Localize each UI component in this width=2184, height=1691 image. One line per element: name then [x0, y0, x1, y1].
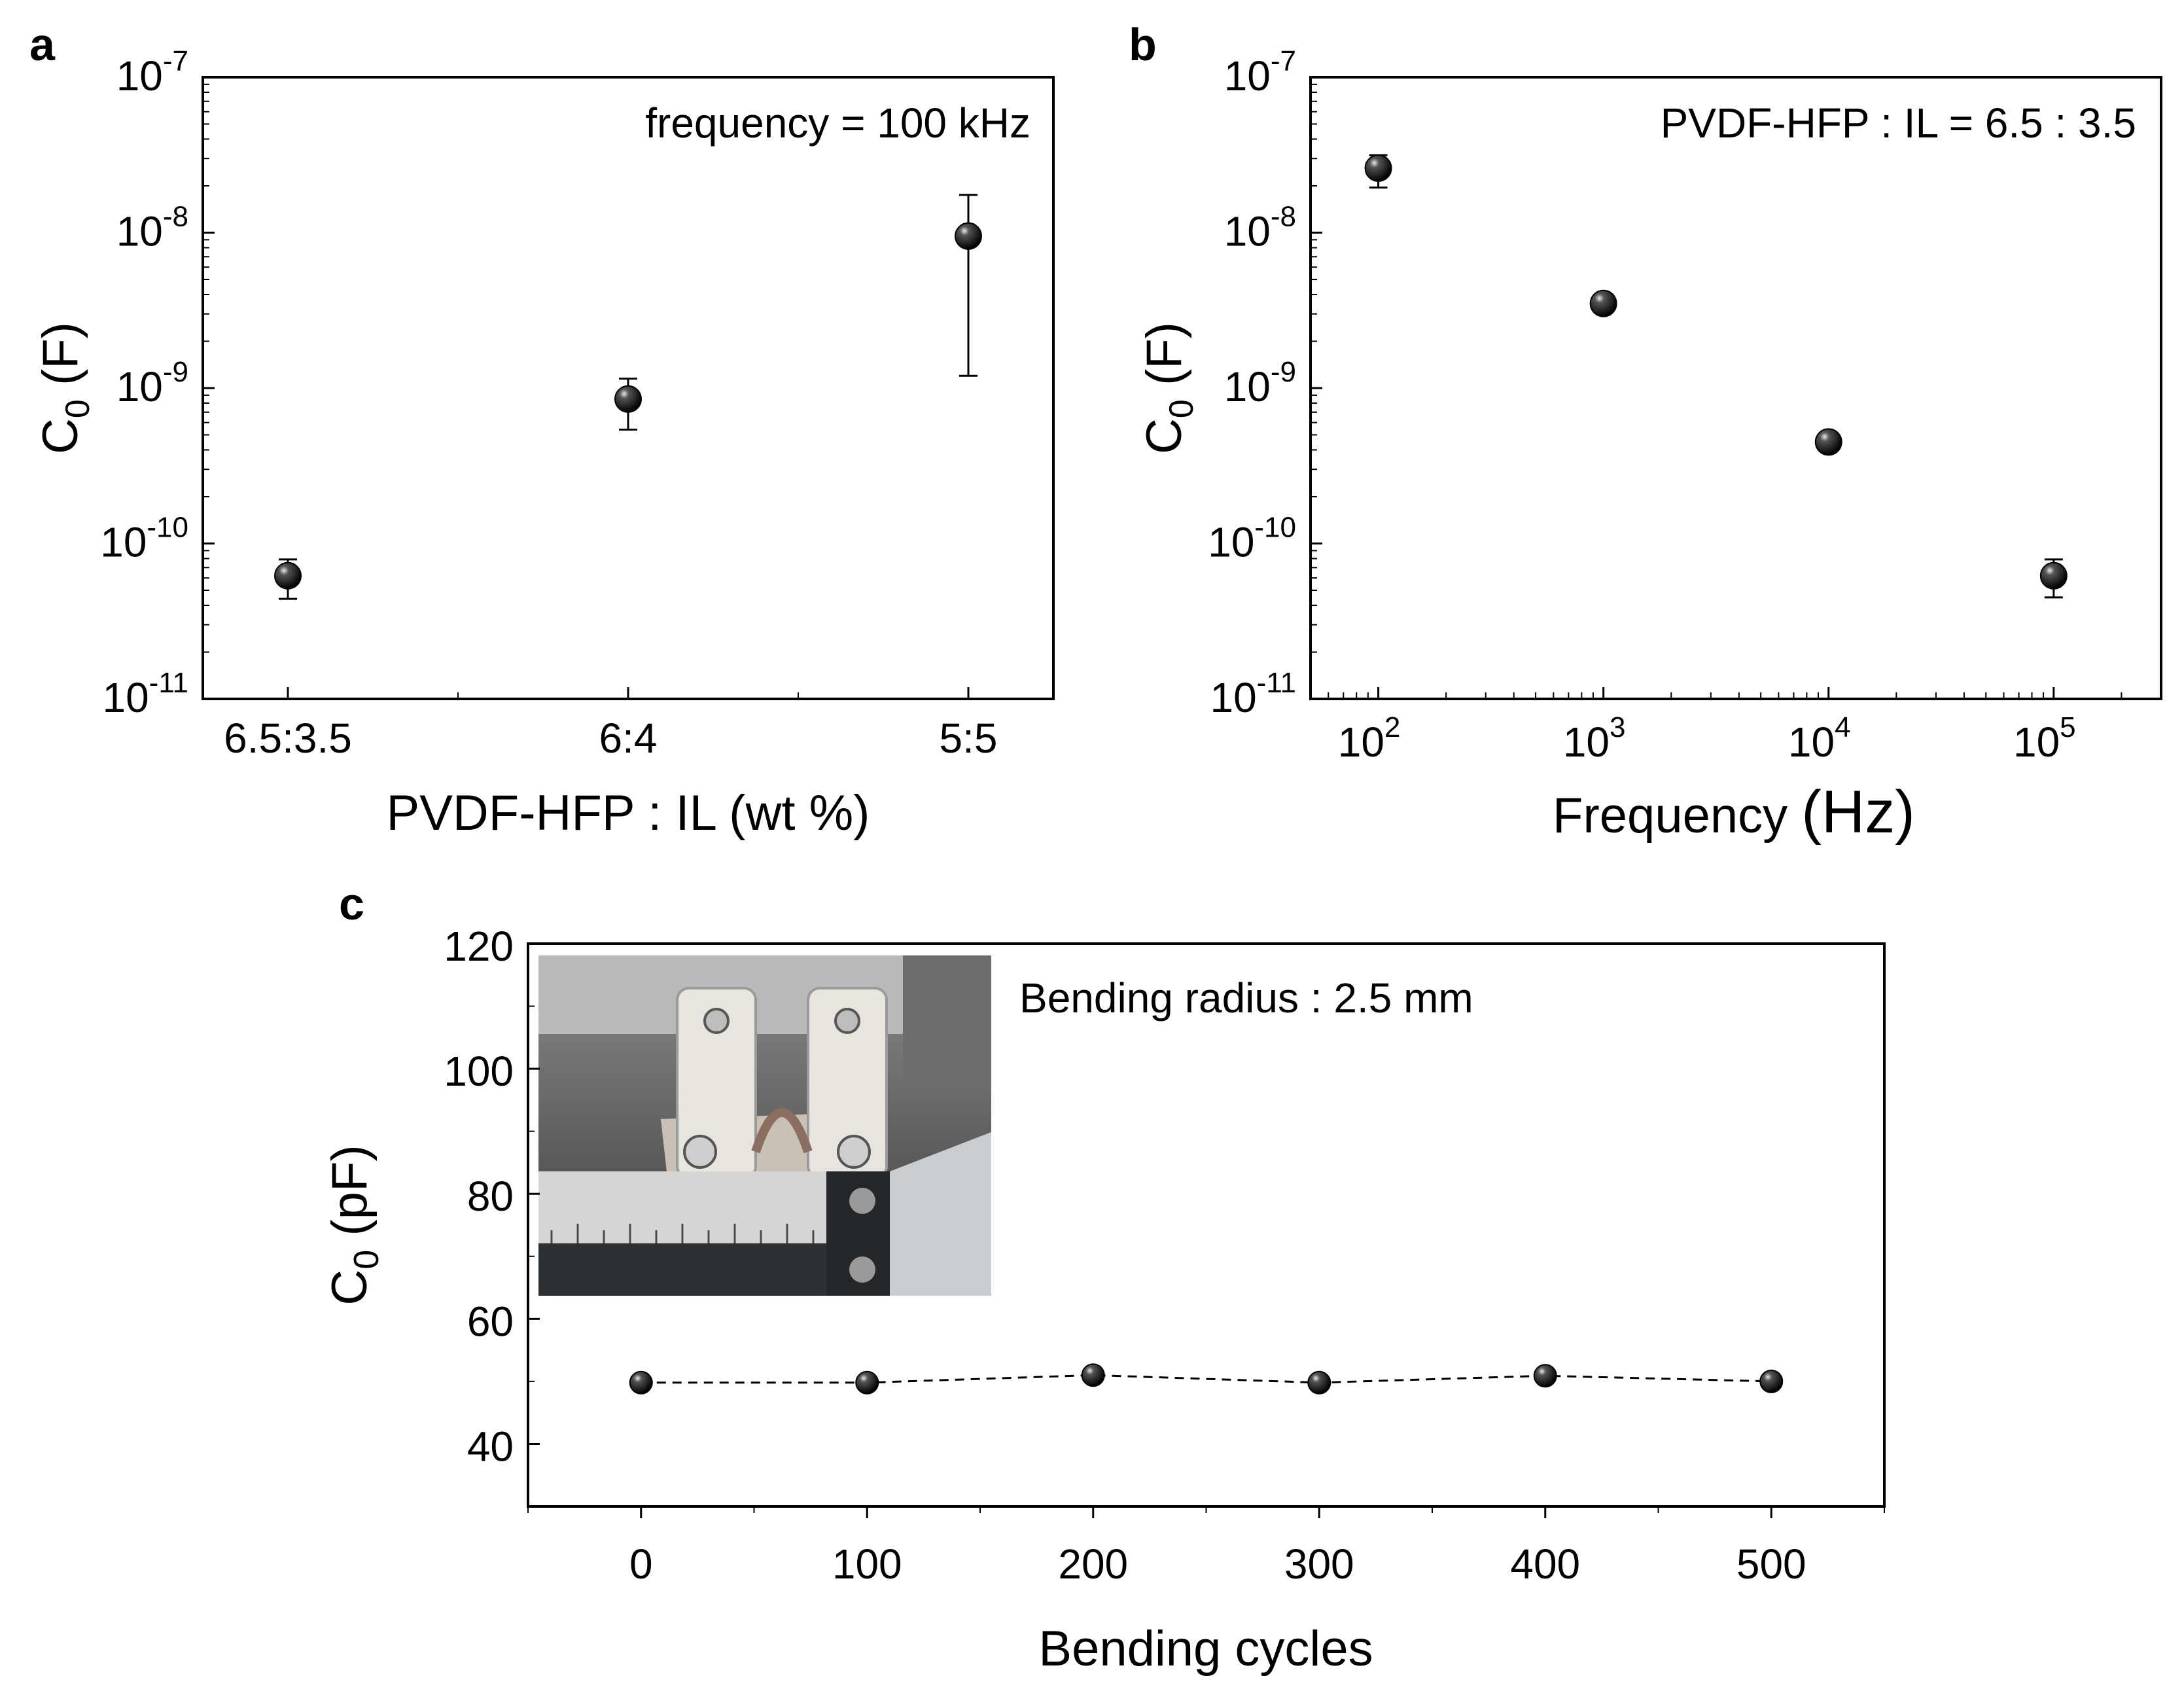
panel-b-x-tick-label: 103	[1563, 711, 1626, 766]
panel-c-y-axis-label-sub: 0	[347, 1250, 386, 1270]
panel-c-x-axis-label: Bending cycles	[1038, 1621, 1373, 1677]
panel-a-data-point	[274, 561, 302, 590]
panel-a-y-tick-label: 10-10	[100, 512, 188, 566]
panel-c-y-tick-label: 40	[467, 1423, 514, 1470]
panel-c-y-tick-label: 100	[444, 1048, 514, 1095]
panel-a-x-tick-label: 6:4	[599, 715, 658, 762]
panel-c-x-tick-label: 500	[1736, 1540, 1806, 1588]
panel-b-x-axis-label-main: Frequency	[1553, 788, 1801, 844]
panel-b-data-point	[1589, 289, 1617, 317]
inset-photo	[538, 955, 991, 1296]
panel-b-y-tick-label: 10-9	[1224, 356, 1296, 410]
panel-c-y-axis-label-unit: (pF)	[322, 1145, 378, 1249]
panel-c-series-line	[641, 1374, 1772, 1384]
panel-c-y-axis-label-main: C	[322, 1270, 378, 1306]
panel-b-chart: 10-11 10-10 10-9 10-8 10-7 102 103 104 105 PVDF-…	[1136, 45, 2162, 846]
panel-b-data-point	[1814, 428, 1842, 456]
panel-a-y-axis-label: C0 (F)	[33, 322, 97, 454]
panel-b-annotation: PVDF-HFP : IL = 6.5 : 3.5	[1661, 99, 2136, 147]
panel-c-x-tick-label: 200	[1058, 1540, 1128, 1588]
panel-a-data-point	[955, 222, 982, 250]
panel-a-x-tick-label: 6.5:3.5	[224, 715, 352, 762]
panel-a-y-tick-label: 10-9	[116, 356, 188, 410]
panel-c-data-point	[1759, 1369, 1784, 1393]
panel-a-y-tick-label: 10-7	[116, 45, 188, 99]
panel-b-y-tick-label: 10-7	[1224, 45, 1296, 99]
panel-b-y-axis-label-main: C	[1136, 418, 1192, 454]
panel-b-y-axis-label: C0 (F)	[1136, 322, 1201, 454]
panel-c-y-tick-label: 60	[467, 1298, 514, 1345]
panel-c-data-point	[855, 1370, 879, 1395]
panel-c-y-axis-label: C0 (pF)	[322, 1145, 386, 1305]
panel-a-chart: 10-11 10-10 10-9 10-8 10-7 6.5:3.5 6:4 5:5 freq…	[33, 45, 1055, 841]
panel-b-x-tick-label: 104	[1788, 711, 1851, 766]
panel-c-y-tick-label: 120	[444, 923, 514, 970]
panel-label-b: b	[1129, 19, 1157, 70]
panel-b-data-point	[2039, 561, 2068, 590]
panel-c-data-point	[1307, 1370, 1331, 1395]
panel-a-y-axis-label-main: C	[33, 418, 88, 454]
panel-a-data-point	[614, 385, 642, 413]
panel-c-annotation: Bending radius : 2.5 mm	[1019, 974, 1473, 1022]
panel-c-chart: 40 60 80 100 120 0 100 200 300 400 500 Bending rad…	[322, 923, 1886, 1677]
panel-b-data-point	[1364, 154, 1392, 182]
panel-b-y-tick-label: 10-10	[1208, 512, 1296, 566]
panel-label-c: c	[339, 878, 364, 929]
panel-b-x-axis-label: Frequency (Hz)	[1553, 779, 1915, 846]
panel-b-x-axis-label-unit: (Hz)	[1801, 779, 1915, 846]
panel-b-y-axis-label-sub: 0	[1163, 399, 1201, 418]
panel-a-y-axis-label-unit: (F)	[33, 322, 88, 399]
panel-c-x-tick-label: 100	[832, 1540, 902, 1588]
panel-c-data-point	[1081, 1363, 1105, 1387]
panel-c-data-point	[1533, 1364, 1557, 1388]
panel-b-plot-frame	[1309, 76, 2162, 700]
panel-c-x-tick-label: 300	[1284, 1540, 1354, 1588]
panel-c-x-tick-label: 0	[629, 1540, 653, 1588]
panel-c-y-tick-label: 80	[467, 1173, 514, 1220]
panel-b-x-tick-label: 102	[1338, 711, 1401, 766]
panel-a-y-tick-label: 10-8	[116, 201, 188, 255]
panel-label-a: a	[29, 19, 56, 70]
panel-b-y-axis-label-unit: (F)	[1136, 322, 1192, 399]
panel-c-data-point	[629, 1370, 653, 1395]
panel-a-y-tick-label: 10-11	[102, 667, 188, 721]
panel-b-y-tick-label: 10-8	[1224, 201, 1296, 255]
panel-c-x-tick-label: 400	[1510, 1540, 1580, 1588]
panel-b-x-tick-label: 105	[2013, 711, 2076, 766]
panel-a-x-axis-label: PVDF-HFP : IL (wt %)	[387, 785, 870, 841]
panel-a-annotation: frequency = 100 kHz	[645, 99, 1030, 147]
panel-b-y-tick-label: 10-11	[1210, 667, 1296, 721]
panel-a-x-tick-label: 5:5	[940, 715, 998, 762]
panel-a-y-axis-label-sub: 0	[59, 399, 97, 418]
